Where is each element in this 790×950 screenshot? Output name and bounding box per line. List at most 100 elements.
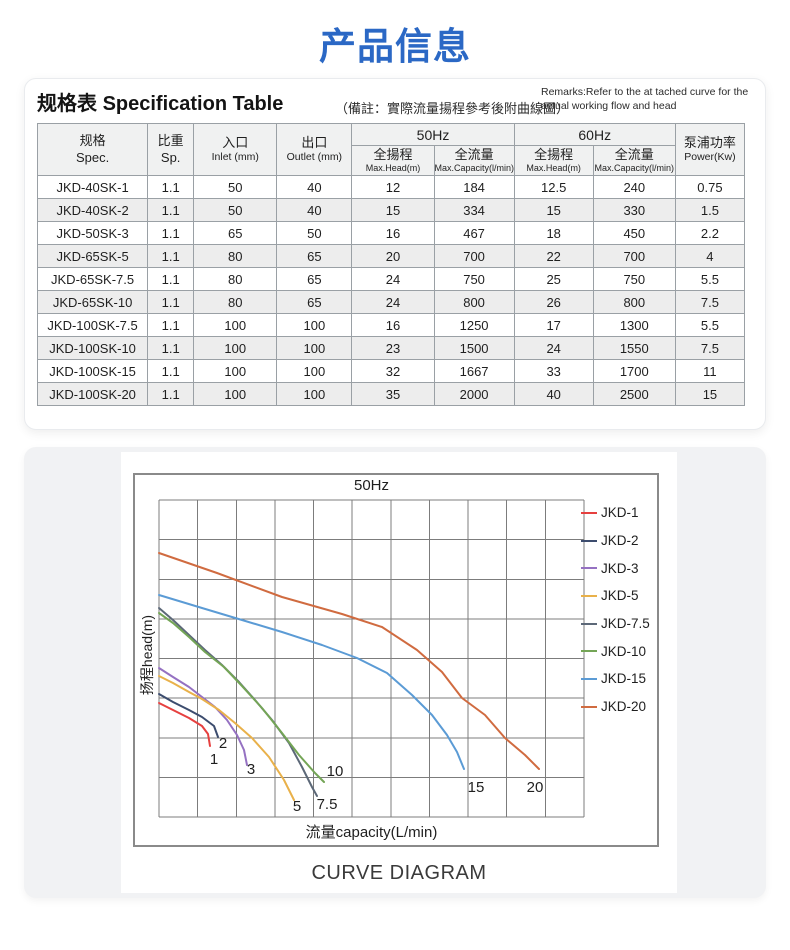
y-axis-label: 扬程head(m) (139, 614, 155, 696)
spec-cell: JKD-65SK-7.5 (36, 267, 149, 291)
spec-cell: 1.1 (147, 175, 195, 199)
spec-cell: JKD-40SK-1 (36, 175, 149, 199)
spec-cell: 1667 (433, 359, 515, 383)
col-header-power: 泵浦功率 Power(Kw) (674, 123, 746, 176)
legend-swatch (581, 677, 597, 680)
col-header-spec-en: Spec. (75, 149, 110, 165)
spec-cell: JKD-50SK-3 (36, 221, 149, 245)
spec-cell: 100 (193, 313, 278, 337)
curve-end-label-3: 3 (247, 761, 255, 778)
legend-label: JKD-10 (601, 643, 647, 659)
spec-cell: 2.2 (674, 221, 746, 245)
spec-cell: 23 (351, 336, 435, 360)
spec-cell: 24 (351, 267, 435, 291)
legend-swatch (581, 511, 597, 514)
spec-cell: 50 (193, 198, 278, 222)
spec-cell: 750 (433, 267, 515, 291)
legend-item-jkd-5: JKD-5 (581, 582, 650, 610)
legend-item-jkd-7.5: JKD-7.5 (581, 610, 650, 638)
spec-cell: 65 (276, 290, 353, 314)
curve-diagram-caption: CURVE DIAGRAM (311, 862, 487, 884)
curve-end-label-10: 10 (327, 763, 344, 780)
col-header-60hz-capacity: 全流量 Max.Capacity(l/min) (592, 145, 676, 176)
spec-cell: 7.5 (674, 290, 746, 314)
spec-cell: 20 (351, 244, 435, 268)
spec-cell: 40 (276, 198, 353, 222)
col-header-inlet-cn: 入口 (222, 134, 249, 150)
legend-swatch (581, 705, 597, 708)
col-header-power-cn: 泵浦功率 (683, 134, 736, 150)
spec-cell: 5.5 (674, 313, 746, 337)
spec-cell: 1.1 (147, 359, 195, 383)
spec-cell: 100 (193, 359, 278, 383)
spec-cell: JKD-65SK-5 (36, 244, 149, 268)
spec-cell: 12.5 (513, 175, 594, 199)
spec-cell: 33 (513, 359, 594, 383)
col-header-60hz-head-cn: 全揚程 (534, 146, 574, 162)
spec-cell: 24 (351, 290, 435, 314)
col-header-60hz-head: 全揚程 Max.Head(m) (513, 145, 594, 176)
col-header-outlet-cn: 出口 (301, 134, 328, 150)
spec-cell: 1300 (592, 313, 676, 337)
col-header-50hz-capacity-cn: 全流量 (454, 146, 494, 162)
spec-cell: 7.5 (674, 336, 746, 360)
group-header-60hz: 60Hz (513, 123, 676, 146)
x-axis-label: 流量capacity(L/min) (305, 824, 438, 841)
curve-jkd-20 (158, 552, 540, 770)
col-header-50hz-head-en: Max.Head(m) (365, 163, 421, 174)
spec-cell: 2000 (433, 382, 515, 406)
spec-cell: 100 (276, 313, 353, 337)
spec-cell: 100 (276, 336, 353, 360)
col-header-sp: 比重 Sp. (147, 123, 195, 176)
spec-cell: 26 (513, 290, 594, 314)
col-header-60hz-capacity-en: Max.Capacity(l/min) (594, 163, 675, 174)
spec-cell: 65 (193, 221, 278, 245)
curve-jkd-5 (158, 675, 295, 801)
col-header-inlet-en: Inlet (mm) (211, 150, 259, 163)
spec-cell: 100 (276, 382, 353, 406)
pump-curves-plot: 12 3 5 7.5 10 15 20 (158, 499, 585, 818)
spec-cell: 16 (351, 313, 435, 337)
spec-cell: 80 (193, 290, 278, 314)
spec-cell: 80 (193, 244, 278, 268)
table-row: JKD-100SK-15 1.1 100 100 32 1667 33 1700 11 (36, 359, 746, 383)
col-header-spec: 规格 Spec. (36, 123, 149, 176)
col-header-outlet: 出口 Outlet (mm) (276, 123, 353, 176)
spec-cell: 50 (193, 175, 278, 199)
legend-label: JKD-5 (601, 588, 639, 604)
table-row: JKD-40SK-2 1.1 50 40 15 334 15 330 1.5 (36, 198, 746, 222)
chart-panel: 50Hz 1 2 3 5 7.5 10 15 20 扬程head(m) 流量capacity(… (121, 452, 677, 893)
legend-label: JKD-20 (601, 699, 647, 715)
spec-cell: JKD-100SK-10 (36, 336, 149, 360)
spec-cell: 1.1 (147, 244, 195, 268)
col-header-sp-cn: 比重 (157, 133, 184, 149)
curve-end-label-15: 15 (468, 779, 485, 796)
legend-item-jkd-1: JKD-1 (581, 499, 650, 527)
spec-cell: 450 (592, 221, 676, 245)
legend-item-jkd-10: JKD-10 (581, 637, 650, 665)
spec-cell: 1.1 (147, 336, 195, 360)
col-header-spec-cn: 规格 (79, 133, 106, 149)
curve-end-label-5: 5 (293, 798, 301, 815)
spec-cell: JKD-100SK-7.5 (36, 313, 149, 337)
spec-cell: 330 (592, 198, 676, 222)
spec-cell: 5.5 (674, 267, 746, 291)
table-row: JKD-100SK-20 1.1 100 100 35 2000 40 2500 15 (36, 382, 746, 406)
spec-cell: 0.75 (674, 175, 746, 199)
curve-end-label-1: 1 (210, 751, 218, 768)
remark-english: Remarks:Refer to the at tached curve for… (541, 86, 759, 113)
spec-cell: 40 (513, 382, 594, 406)
legend-swatch (581, 622, 597, 625)
legend-label: JKD-7.5 (601, 616, 650, 632)
spec-table: 规格 Spec. 比重 Sp. 入口 Inlet (mm) 出口 Outlet … (36, 123, 746, 406)
spec-cell: 18 (513, 221, 594, 245)
page-title: 产品信息 (319, 26, 471, 67)
table-row: JKD-65SK-7.5 1.1 80 65 24 750 25 750 5.5 (36, 267, 746, 291)
spec-cell: 65 (276, 244, 353, 268)
table-row: JKD-40SK-1 1.1 50 40 12 184 12.5 240 0.75 (36, 175, 746, 199)
spec-cell: 4 (674, 244, 746, 268)
legend-label: JKD-1 (601, 505, 639, 521)
spec-cell: 1.1 (147, 221, 195, 245)
spec-cell: 15 (513, 198, 594, 222)
spec-table-heading: 规格表 Specification Table (37, 87, 283, 116)
